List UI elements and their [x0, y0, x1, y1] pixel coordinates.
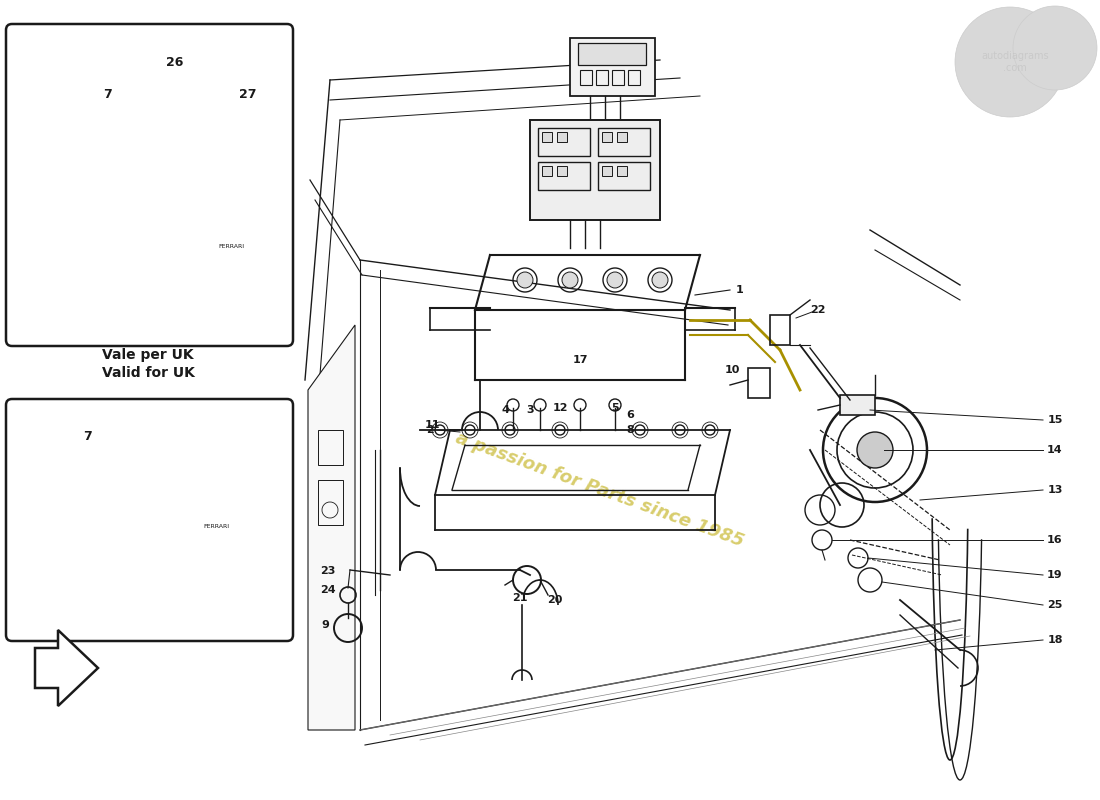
Text: 7: 7: [84, 430, 92, 443]
Circle shape: [607, 272, 623, 288]
Bar: [598, 128, 650, 156]
FancyBboxPatch shape: [6, 399, 293, 641]
Text: 18: 18: [1047, 635, 1063, 645]
Circle shape: [955, 7, 1065, 117]
Circle shape: [857, 432, 893, 468]
Text: 26: 26: [166, 57, 184, 70]
Circle shape: [652, 272, 668, 288]
Bar: [318, 480, 343, 525]
Circle shape: [562, 272, 578, 288]
Bar: [542, 166, 552, 176]
Bar: [578, 43, 646, 65]
Text: 11: 11: [425, 420, 440, 430]
Text: 12: 12: [552, 403, 568, 413]
Bar: [557, 132, 566, 142]
Text: 20: 20: [548, 595, 563, 605]
Bar: [748, 368, 770, 398]
Bar: [602, 166, 612, 176]
Bar: [596, 70, 608, 85]
Text: a passion for Parts since 1985: a passion for Parts since 1985: [453, 430, 747, 550]
Text: 5: 5: [612, 403, 619, 413]
Bar: [840, 395, 874, 415]
Text: 23: 23: [320, 566, 336, 576]
Text: Valid for UK: Valid for UK: [101, 366, 195, 380]
Text: 22: 22: [811, 305, 826, 315]
Text: 25: 25: [1047, 600, 1063, 610]
Text: 3: 3: [526, 405, 534, 415]
FancyBboxPatch shape: [6, 24, 293, 346]
Bar: [580, 70, 592, 85]
Bar: [538, 128, 590, 156]
Text: 19: 19: [1047, 570, 1063, 580]
Text: 8: 8: [626, 425, 634, 435]
Bar: [570, 38, 654, 96]
Text: 2: 2: [426, 425, 433, 435]
Bar: [180, 515, 252, 537]
Text: Vale per UK: Vale per UK: [102, 348, 194, 362]
Bar: [557, 166, 566, 176]
Text: FERRARI: FERRARI: [218, 243, 244, 249]
Text: 24: 24: [320, 585, 336, 595]
Text: 10: 10: [724, 365, 739, 375]
Text: 9: 9: [321, 620, 329, 630]
Bar: [628, 70, 640, 85]
Polygon shape: [308, 325, 355, 730]
Bar: [530, 120, 660, 220]
Text: 4: 4: [502, 405, 509, 415]
Bar: [195, 235, 267, 257]
Text: 17: 17: [572, 355, 587, 365]
Text: 1: 1: [736, 285, 744, 295]
Polygon shape: [35, 630, 98, 706]
Text: 15: 15: [1047, 415, 1063, 425]
Bar: [318, 430, 343, 465]
Bar: [617, 132, 627, 142]
Text: 27: 27: [240, 89, 256, 102]
Text: FERRARI: FERRARI: [202, 523, 229, 529]
Bar: [538, 162, 590, 190]
Bar: [612, 70, 624, 85]
Text: 6: 6: [626, 410, 634, 420]
Text: 14: 14: [1047, 445, 1063, 455]
Bar: [542, 132, 552, 142]
Text: 21: 21: [513, 593, 528, 603]
Bar: [598, 162, 650, 190]
Circle shape: [1013, 6, 1097, 90]
Bar: [602, 132, 612, 142]
Text: 16: 16: [1047, 535, 1063, 545]
Bar: [617, 166, 627, 176]
Text: autodiagrams
.com: autodiagrams .com: [981, 51, 1048, 73]
Text: 13: 13: [1047, 485, 1063, 495]
Text: 7: 7: [103, 89, 112, 102]
Bar: [214, 108, 265, 122]
Circle shape: [517, 272, 534, 288]
Bar: [770, 315, 790, 345]
